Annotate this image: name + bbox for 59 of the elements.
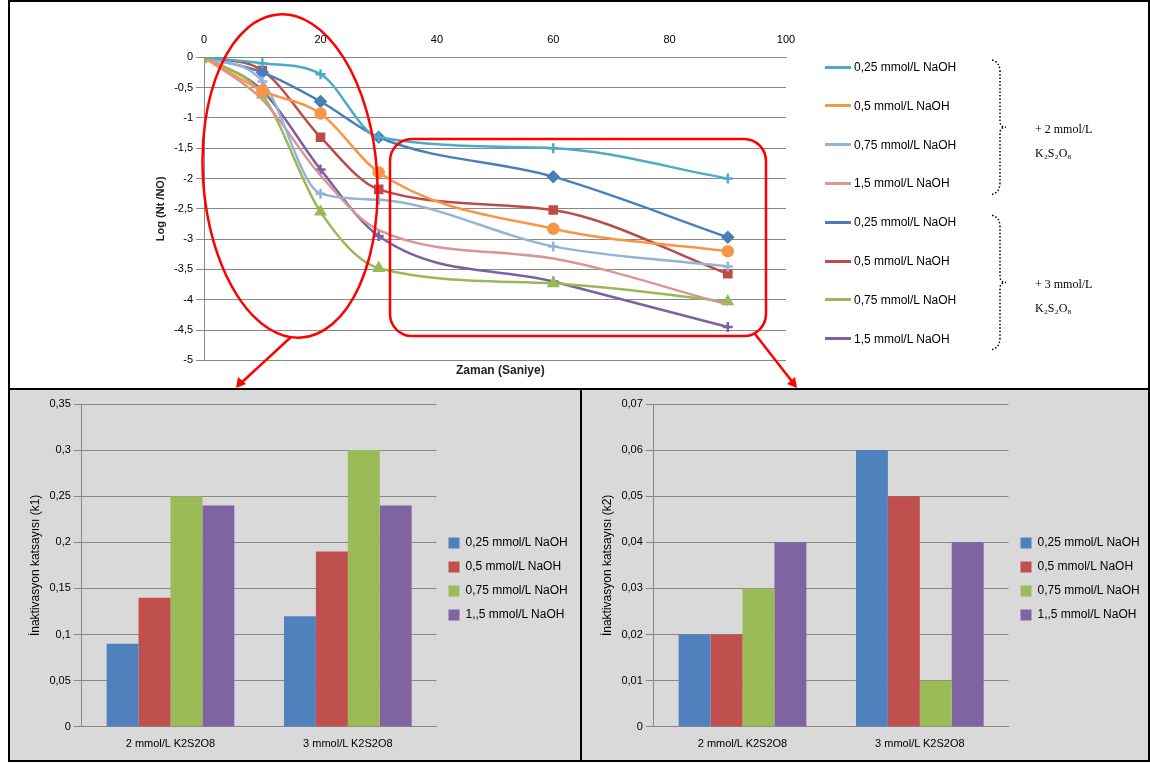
x-axis-title: Zaman (Saniye) <box>456 363 545 377</box>
legend-label: 0,75 mmol/L NaOH <box>465 583 568 598</box>
y-axis-title: Log (Nt /NO) <box>153 176 166 242</box>
y-tick-label: -0,5 <box>174 80 194 93</box>
legend-label: 0,75 mmol/L NaOH <box>854 137 957 152</box>
text: + 3 mmol/L K₂S₂O₈ <box>1035 276 1093 318</box>
y-tick-label: 0,07 <box>621 397 643 410</box>
y-tick-label: 0 <box>187 50 194 63</box>
y-tick-label: 0,25 <box>49 489 71 502</box>
x-tick-label: 80 <box>663 32 676 45</box>
y-tick-label: -3,5 <box>174 262 194 275</box>
x-tick-label: 2 mmol/L K2S2O8 <box>125 737 216 750</box>
y-tick-label: -5 <box>183 353 194 366</box>
x-tick-label: 60 <box>547 32 560 45</box>
x-tick-label: 3 mmol/L K2S2O8 <box>303 737 393 750</box>
y-tick-label: 0 <box>64 719 71 732</box>
x-tick-label: 100 <box>776 32 796 45</box>
legend-label: 0,5 mmol/L NaOH <box>854 254 950 268</box>
y-tick-label: 0,15 <box>49 581 71 594</box>
y-tick-label: -4 <box>183 292 194 305</box>
legend-label: 1,5 mmol/L NaOH <box>854 331 950 346</box>
text: + 2 mmol/L K₂S₂O₈ <box>1035 121 1093 163</box>
y-tick-label: -2,5 <box>174 201 194 214</box>
x-tick-label: 2 mmol/L K2S2O8 <box>697 737 788 750</box>
y-tick-label: 0,04 <box>621 535 643 548</box>
y-tick-label: 0,03 <box>621 581 643 594</box>
x-tick-label: 3 mmol/L K2S2O8 <box>875 737 965 750</box>
legend-label: 0,5 mmol/L NaOH <box>465 559 562 574</box>
y-tick-label: 0,05 <box>621 489 643 502</box>
y-tick-label: 0,06 <box>621 443 643 456</box>
legend-label: 0,75 mmol/L NaOH <box>1037 583 1140 598</box>
y-tick-label: 0,01 <box>621 673 643 686</box>
legend-label: 0,25 mmol/L NaOH <box>465 535 568 550</box>
legend-label: 1,,5 mmol/L NaOH <box>1037 607 1137 622</box>
y-tick-label: 0 <box>636 719 643 732</box>
y-tick-label: 0,2 <box>55 535 71 548</box>
x-tick-label: 20 <box>314 32 327 45</box>
y-tick-label: 0,35 <box>49 397 71 410</box>
y-axis-title: İnaktivasyon katsayısı (k1) <box>27 494 42 637</box>
y-tick-label: -4,5 <box>174 323 194 336</box>
y-tick-label: 0,3 <box>55 443 71 456</box>
legend-label: 0,75 mmol/L NaOH <box>854 292 957 307</box>
y-tick-label: -2 <box>183 171 194 184</box>
legend-label: 0,5 mmol/L NaOH <box>1037 559 1134 574</box>
y-tick-label: -1,5 <box>174 141 194 154</box>
y-tick-label: -1 <box>183 110 194 123</box>
legend-label: 0,5 mmol/L NaOH <box>854 98 950 113</box>
y-tick-label: 0,05 <box>49 673 71 686</box>
legend-label: 1,,5 mmol/L NaOH <box>465 607 565 622</box>
legend-label: 0,25 mmol/L NaOH <box>1037 535 1140 550</box>
legend-label: 0,25 mmol/L NaOH <box>854 215 957 230</box>
y-tick-label: 0,1 <box>55 627 71 640</box>
legend-label: 1,5 mmol/L NaOH <box>854 176 950 191</box>
y-tick-label: 0,02 <box>621 627 643 640</box>
y-axis-title: İnaktivasyon katsayısı (k2) <box>599 494 614 637</box>
y-tick-label: -3 <box>183 232 194 245</box>
x-tick-label: 40 <box>430 32 444 45</box>
legend-label: 0,25 mmol/L NaOH <box>854 60 957 74</box>
x-tick-label: 0 <box>201 32 208 45</box>
